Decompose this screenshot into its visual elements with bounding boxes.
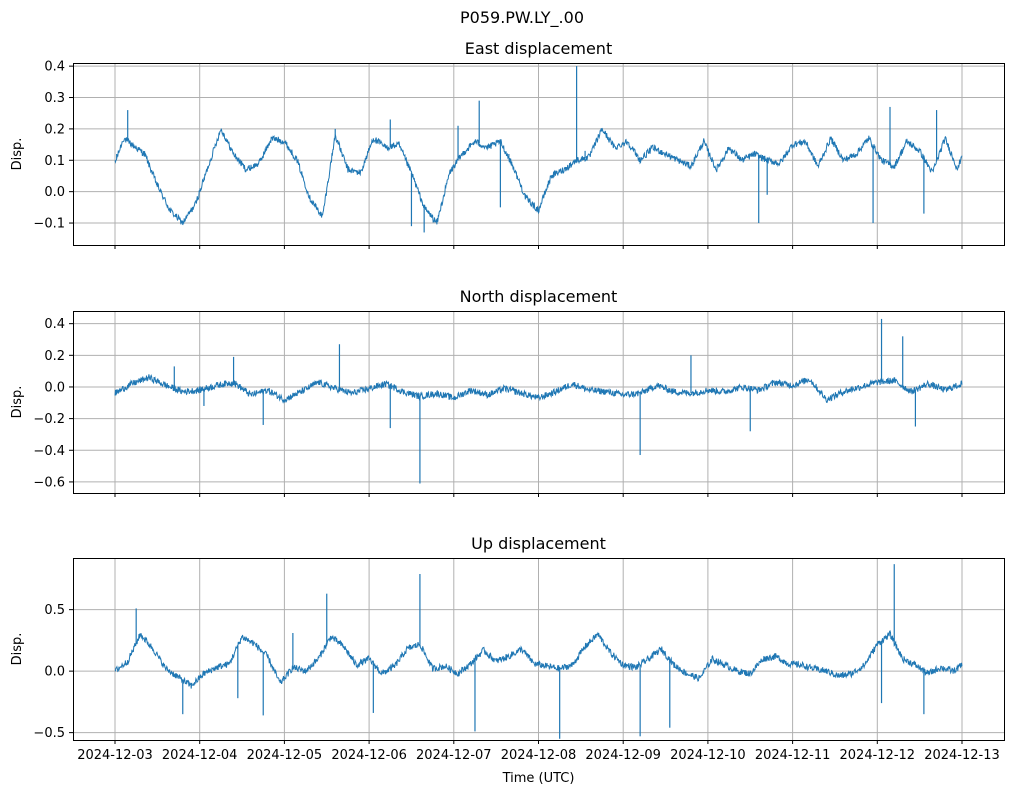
panel-north: −0.6 −0.4 −0.2 0.0 0.2 0.4 North displacement D… — [10, 287, 1005, 497]
figure-title: P059.PW.LY_.00 — [460, 8, 584, 28]
x-tick-label: 2024-12-09 — [585, 748, 661, 763]
y-tick-label: −0.1 — [33, 217, 65, 232]
series-line — [114, 127, 963, 226]
panel-east: −0.1 0.0 0.1 0.2 0.3 0.4 East displacement Disp… — [10, 39, 1005, 249]
panel-title: Up displacement — [471, 534, 606, 553]
plot-area — [114, 564, 963, 739]
y-axis-label: Disp. — [10, 138, 25, 171]
x-tick-label: 2024-12-07 — [416, 748, 492, 763]
y-tick-label: 0.0 — [44, 380, 65, 395]
panel-up: 2024-12-03 2024-12-04 2024-12-05 2024-12-06… — [10, 534, 1005, 786]
x-tick-label: 2024-12-03 — [77, 748, 153, 763]
axes-frame — [73, 63, 1005, 246]
y-tick-label: 0.4 — [44, 60, 65, 75]
x-tick-label: 2024-12-13 — [924, 748, 1000, 763]
y-tick-label: 0.0 — [44, 185, 65, 200]
y-tick-label: −0.4 — [33, 444, 65, 459]
y-tick-label: 0.2 — [44, 349, 65, 364]
y-tick-label: −0.2 — [33, 412, 65, 427]
x-tick-label: 2024-12-10 — [670, 748, 746, 763]
x-tick-label: 2024-12-12 — [840, 748, 916, 763]
x-tick-label: 2024-12-06 — [331, 748, 407, 763]
x-tick-label: 2024-12-04 — [162, 748, 238, 763]
panels: −0.1 0.0 0.1 0.2 0.3 0.4 East displacement Disp… — [10, 39, 1005, 786]
series-line — [114, 374, 963, 404]
x-axis-label: Time (UTC) — [502, 771, 575, 786]
y-axis-label: Disp. — [10, 633, 25, 666]
y-tick-label: 0.3 — [44, 91, 65, 106]
y-axis-label: Disp. — [10, 386, 25, 419]
axes-frame — [73, 558, 1005, 741]
y-tick-label: 0.1 — [44, 154, 65, 169]
panel-title: East displacement — [465, 39, 612, 58]
x-tick-label: 2024-12-11 — [755, 748, 831, 763]
y-tick-label: −0.6 — [33, 475, 65, 490]
y-tick-label: −0.5 — [33, 726, 65, 741]
series-line — [114, 629, 963, 689]
plot-area — [114, 318, 963, 484]
plot-area — [114, 66, 963, 233]
x-tick-label: 2024-12-08 — [501, 748, 577, 763]
y-tick-label: 0.5 — [44, 603, 65, 618]
y-tick-label: 0.4 — [44, 317, 65, 332]
axes-frame — [73, 311, 1005, 494]
y-tick-label: 0.0 — [44, 665, 65, 680]
panel-title: North displacement — [460, 287, 618, 306]
x-tick-label: 2024-12-05 — [247, 748, 323, 763]
y-tick-label: 0.2 — [44, 122, 65, 137]
